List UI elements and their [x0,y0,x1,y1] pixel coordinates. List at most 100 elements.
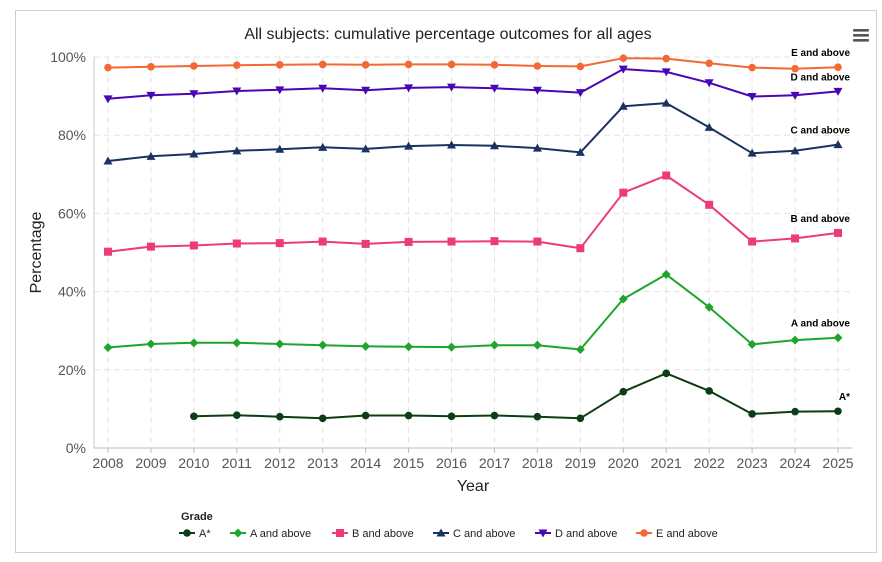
data-point-c-and-above [833,140,843,149]
data-point-a-and-above [833,333,843,343]
data-point-e-and-above [619,54,628,62]
data-point-d-and-above [704,79,714,88]
data-point-e-and-above [318,60,327,69]
series-line-b-and-above [107,174,839,253]
x-tick-label: 2015 [393,455,424,471]
chart-container: All subjects: cumulative percentage outc… [15,10,877,553]
x-tick-label: 2013 [307,455,338,471]
data-point-b-and-above [490,237,499,246]
data-point-e-and-above [233,61,241,70]
data-point-b-and-above [361,239,370,248]
series-line-c-and-above [107,102,839,162]
data-point-d-and-above [189,90,199,99]
series-line-a-and-above [107,273,839,351]
y-tick-label: 100% [50,49,86,65]
series-line-e-and-above [107,57,839,70]
data-point-b-and-above [748,237,757,246]
axes: 0% 20% 40% 60% 80% 100% 2008 2009 2010 2011 2012 20… [28,49,854,495]
data-point-astar [791,407,799,416]
x-tick-label: 2022 [694,455,725,471]
data-point-c-and-above [489,141,499,150]
data-point-a-and-above [275,339,285,349]
series-end-label: D and above [791,72,851,83]
data-point-e-and-above [361,61,370,69]
data-point-a-and-above [532,340,542,350]
x-tick-label: 2020 [608,455,639,471]
data-point-e-and-above [576,62,585,71]
data-point-astar [619,387,628,396]
data-point-c-and-above [661,98,671,107]
y-tick-label: 40% [58,284,86,300]
data-point-d-and-above [618,65,628,74]
hamburger-menu-icon[interactable] [853,29,869,42]
legend: Grade A* A and above B and above C and above… [179,511,718,540]
legend-label: A and above [250,528,311,540]
legend-title: Grade [181,511,213,523]
data-point-d-and-above [532,86,542,95]
data-point-astar [662,369,671,378]
data-point-a-and-above [618,294,628,304]
data-point-a-and-above [146,339,156,349]
data-point-a-and-above [318,340,328,350]
grid-lines [94,56,852,449]
data-point-e-and-above [447,60,456,69]
data-point-c-and-above [704,122,714,131]
data-point-b-and-above [705,200,714,209]
data-point-d-and-above [489,84,499,93]
legend-label: B and above [352,528,414,540]
data-point-astar [834,407,842,416]
data-point-astar [533,412,542,421]
data-point-e-and-above [662,54,671,63]
data-point-b-and-above [232,239,241,248]
data-point-astar [233,411,241,419]
y-tick-label: 60% [58,205,86,221]
data-point-c-and-above [618,101,628,110]
x-tick-label: 2016 [436,455,467,471]
data-point-b-and-above [447,237,456,246]
data-point-astar [318,414,327,423]
series-end-label: B and above [791,214,851,225]
x-tick-label: 2012 [264,455,295,471]
data-point-c-and-above [103,156,113,165]
data-point-b-and-above [146,242,155,251]
x-tick-label: 2010 [178,455,209,471]
data-point-a-and-above [404,342,414,352]
x-tick-label: 2023 [737,455,768,471]
x-tick-label: 2008 [92,455,123,471]
data-point-astar [361,411,370,420]
series-line-astar [193,372,839,420]
data-point-b-and-above [104,247,112,256]
data-point-astar [576,414,585,423]
data-point-a-and-above [747,339,757,349]
x-tick-label: 2024 [779,455,810,471]
data-point-a-and-above [189,338,199,348]
data-point-a-and-above [575,344,585,354]
data-point-c-and-above [232,146,242,155]
data-point-e-and-above [190,62,198,70]
series-end-label: A and above [791,319,851,330]
data-point-d-and-above [103,95,113,104]
data-point-c-and-above [447,140,457,149]
data-point-a-and-above [704,302,714,312]
data-point-d-and-above [146,91,156,100]
x-axis-title: Year [457,478,490,495]
data-point-b-and-above [834,228,842,237]
x-tick-label: 2021 [651,455,682,471]
data-point-d-and-above [447,83,457,92]
data-point-c-and-above [790,146,800,155]
data-point-a-and-above [790,335,800,345]
data-point-astar [190,412,198,421]
data-point-astar [748,410,756,418]
data-point-e-and-above [791,64,799,73]
data-point-b-and-above [189,241,198,250]
data-point-e-and-above [533,62,542,70]
data-point-c-and-above [532,143,542,152]
data-point-b-and-above [576,244,585,253]
data-point-c-and-above [404,141,414,150]
series-end-labels: A* A and above B and above C and above D and… [789,47,852,405]
data-point-a-and-above [447,342,457,352]
data-point-e-and-above [275,61,284,69]
legend-marker-b-and-above [336,529,344,537]
data-point-d-and-above [833,87,843,96]
data-point-e-and-above [104,63,112,72]
